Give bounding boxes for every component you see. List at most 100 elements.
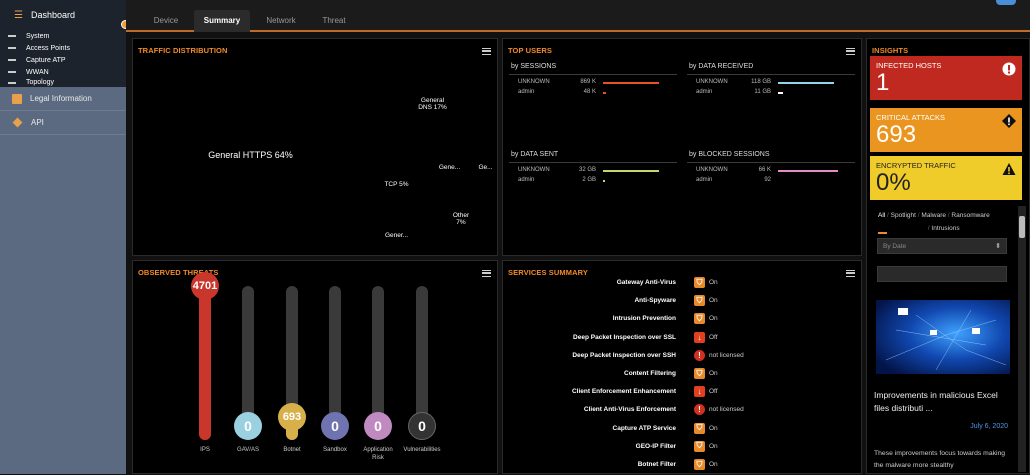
user-name: admin: [696, 89, 713, 95]
treemap-cell-general-a[interactable]: Gene...: [425, 152, 474, 183]
shield-icon: ⛉: [694, 459, 705, 470]
service-status: On: [709, 424, 718, 432]
sidebar-item-access-points[interactable]: Access Points: [0, 42, 126, 54]
article-title[interactable]: Improvements in malicious Excel files di…: [874, 390, 998, 413]
service-status: On: [709, 370, 718, 377]
gauge-fill: [199, 286, 211, 440]
menu-icon[interactable]: [482, 270, 491, 277]
service-row[interactable]: Intrusion Prevention ⛉ On: [504, 311, 854, 329]
service-row[interactable]: Botnet Filter ⛉ On: [504, 457, 854, 475]
card-value: 0%: [876, 169, 911, 196]
treemap-cell-https[interactable]: General HTTPS 64%: [133, 55, 368, 255]
treemap-cell-general-c[interactable]: Gener...: [368, 216, 425, 255]
gauge-value-bubble[interactable]: 0: [364, 412, 392, 440]
top-users-panel: TOP USERS by SESSIONS UNKNOWN 869 K admi…: [502, 38, 862, 256]
active-filter-underline: [878, 232, 887, 234]
tab-bar: Device Summary Network Threat: [126, 0, 1030, 32]
menu-icon[interactable]: [846, 270, 855, 277]
gauge-track: [286, 286, 298, 440]
service-status: Off: [709, 388, 718, 396]
sidebar-item-dashboard[interactable]: ☰ Dashboard: [0, 0, 126, 30]
treemap-cell-tcp[interactable]: TCP 5%: [368, 152, 425, 216]
service-row[interactable]: GEO-IP Filter ⛉ On: [504, 439, 854, 457]
treemap-cell-other[interactable]: Other 7%: [425, 183, 497, 255]
menu-icon[interactable]: [482, 48, 491, 55]
sidebar-item-api[interactable]: API: [0, 111, 126, 135]
critical-attacks-card[interactable]: CRITICAL ATTACKS 693: [870, 108, 1022, 152]
user-badge[interactable]: [996, 0, 1016, 5]
user-name: UNKNOWN: [518, 79, 550, 85]
filter-spotlight[interactable]: Spotlight: [890, 212, 916, 219]
panel-title: OBSERVED THREATS: [138, 268, 219, 277]
service-row[interactable]: Client Enforcement Enhancement ↓ Off: [504, 384, 854, 402]
shield-icon: ⛉: [694, 422, 705, 434]
bar: [778, 92, 783, 94]
divider: [687, 162, 855, 163]
user-name: admin: [518, 89, 535, 95]
filter-intrusions[interactable]: Intrusions: [931, 225, 960, 232]
bar: [778, 170, 838, 172]
service-row[interactable]: Content Filtering ⛉ On: [504, 366, 854, 384]
sort-placeholder: By Date: [883, 243, 907, 250]
infected-hosts-card[interactable]: INFECTED HOSTS 1: [870, 56, 1022, 100]
service-name: Deep Packet Inspection over SSH: [572, 351, 676, 359]
article-date: July 6, 2020: [970, 423, 1008, 430]
article-image[interactable]: [876, 300, 1010, 374]
service-status: On: [709, 279, 718, 286]
gauge-value-bubble[interactable]: 0: [234, 412, 262, 440]
sidebar-item-wwan[interactable]: WWAN: [0, 66, 126, 78]
alert-icon: !: [694, 349, 705, 361]
tab-network[interactable]: Network: [266, 16, 296, 25]
sidebar-item-label: Topology: [26, 79, 55, 86]
bar: [603, 180, 605, 182]
user-value: 92: [764, 177, 771, 183]
gauge-value-bubble[interactable]: 693: [278, 403, 306, 432]
bar: [603, 82, 659, 84]
encrypted-traffic-card[interactable]: ENCRYPTED TRAFFIC 0%: [870, 156, 1022, 200]
article-snippet: These improvements focus towards making …: [874, 450, 1006, 469]
sidebar-item-system[interactable]: System: [0, 30, 126, 42]
treemap-cell-general-b[interactable]: Ge...: [474, 152, 497, 183]
tab-summary[interactable]: Summary: [194, 10, 250, 32]
section-title: by DATA RECEIVED: [689, 63, 754, 70]
sidebar-item-topology[interactable]: Topology: [0, 78, 126, 87]
sidebar-item-legal[interactable]: Legal Information: [0, 87, 126, 111]
filter-malware[interactable]: Malware: [921, 212, 946, 219]
sidebar-item-capture-atp[interactable]: Capture ATP: [0, 54, 126, 66]
service-row[interactable]: Deep Packet Inspection over SSH! not lice…: [504, 348, 854, 366]
bar: [603, 170, 659, 172]
menu-icon[interactable]: [846, 48, 855, 55]
filter-ransomware[interactable]: Ransomware: [951, 212, 990, 219]
sort-select[interactable]: By Date ⬍: [877, 238, 1007, 254]
tab-device[interactable]: Device: [153, 16, 179, 25]
gauge-value-bubble[interactable]: 0: [321, 412, 349, 440]
service-status: not licensed: [709, 406, 744, 414]
cell-label: TCP 5%: [384, 180, 409, 188]
service-row[interactable]: Capture ATP Service ⛉ On: [504, 421, 854, 439]
service-row[interactable]: Anti-Spyware ⛉ On: [504, 293, 854, 311]
alert-icon: [1002, 62, 1016, 76]
gauge-value-bubble[interactable]: 0: [408, 412, 436, 440]
warning-diamond-icon: [1002, 114, 1016, 128]
tab-threat[interactable]: Threat: [322, 16, 346, 25]
service-status: not licensed: [709, 351, 744, 359]
service-row[interactable]: Client Anti-Virus Enforcement! not licens…: [504, 402, 854, 420]
service-row[interactable]: Deep Packet Inspection over SSL ↓ Off: [504, 330, 854, 348]
user-value: 48 K: [583, 89, 596, 95]
service-name: Gateway Anti-Virus: [616, 279, 676, 286]
shield-icon: ⛉: [694, 313, 705, 325]
card-label: ENCRYPTED TRAFFIC: [876, 161, 956, 170]
scrollbar[interactable]: [1018, 206, 1026, 472]
gauge-value-bubble[interactable]: 4701: [191, 272, 219, 300]
sidebar-item-label: WWAN: [26, 68, 49, 76]
section-title: by BLOCKED SESSIONS: [689, 151, 770, 158]
treemap-cell-dns[interactable]: General DNS 17%: [368, 55, 497, 152]
search-input[interactable]: [877, 266, 1007, 282]
scrollbar-thumb[interactable]: [1019, 216, 1025, 238]
dash-icon: [8, 71, 16, 73]
card-value: 693: [876, 121, 917, 148]
filter-all[interactable]: All: [878, 212, 886, 219]
service-name: Client Enforcement Enhancement: [571, 388, 676, 396]
observed-threats-panel: OBSERVED THREATS: [132, 260, 498, 474]
service-row[interactable]: Gateway Anti-Virus ⛉ On: [504, 275, 854, 293]
